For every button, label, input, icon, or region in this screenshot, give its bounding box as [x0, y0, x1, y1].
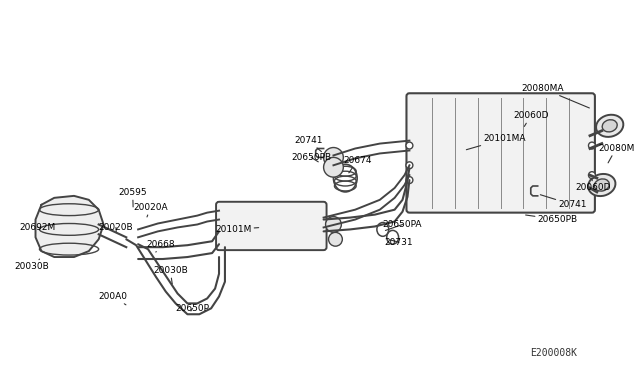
- Text: 20731: 20731: [385, 238, 413, 247]
- Ellipse shape: [324, 157, 343, 177]
- Text: E200008K: E200008K: [530, 348, 577, 357]
- Text: 20030B: 20030B: [15, 259, 49, 272]
- Text: 20650PA: 20650PA: [383, 220, 422, 231]
- Text: 20650PB: 20650PB: [291, 153, 331, 162]
- FancyBboxPatch shape: [406, 93, 595, 213]
- Ellipse shape: [324, 148, 343, 167]
- Ellipse shape: [602, 120, 617, 132]
- Text: 20080M: 20080M: [598, 144, 634, 163]
- Text: 20668: 20668: [146, 240, 175, 252]
- Text: 20650P: 20650P: [175, 304, 210, 313]
- Ellipse shape: [406, 177, 413, 183]
- Text: 20650PB: 20650PB: [525, 215, 578, 224]
- Ellipse shape: [589, 172, 595, 179]
- Ellipse shape: [406, 142, 413, 149]
- Text: 20595: 20595: [118, 188, 147, 207]
- Text: 20020A: 20020A: [133, 203, 168, 217]
- Ellipse shape: [406, 162, 413, 169]
- Text: 20060D: 20060D: [575, 178, 611, 192]
- Text: 200A0: 200A0: [99, 292, 127, 305]
- Ellipse shape: [588, 174, 616, 196]
- Ellipse shape: [595, 179, 609, 191]
- Text: 20741: 20741: [294, 136, 323, 152]
- Text: 20692M: 20692M: [20, 223, 56, 232]
- Text: 20060D: 20060D: [513, 112, 548, 126]
- Text: 20101MA: 20101MA: [467, 134, 526, 150]
- Text: 20101M: 20101M: [215, 225, 259, 234]
- Ellipse shape: [589, 142, 595, 149]
- Ellipse shape: [596, 115, 623, 137]
- FancyBboxPatch shape: [216, 202, 326, 250]
- Text: 20674: 20674: [343, 156, 372, 173]
- Polygon shape: [35, 196, 104, 257]
- Ellipse shape: [326, 217, 341, 232]
- Text: 20030B: 20030B: [153, 266, 188, 284]
- Text: 20080MA: 20080MA: [521, 84, 589, 108]
- Text: 20020B: 20020B: [99, 223, 133, 232]
- Ellipse shape: [328, 232, 342, 246]
- Text: 20741: 20741: [540, 195, 587, 209]
